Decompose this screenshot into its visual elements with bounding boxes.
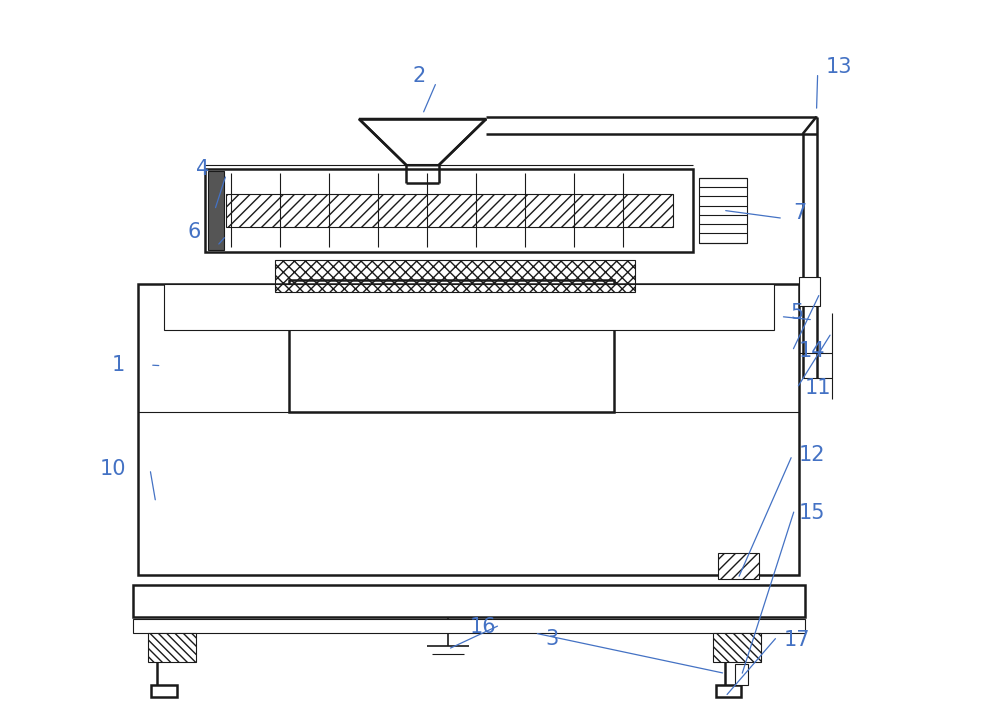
Bar — [275, 260, 635, 292]
Bar — [718, 554, 759, 579]
Bar — [716, 685, 741, 696]
Bar — [289, 280, 614, 412]
Bar — [713, 633, 761, 662]
Text: 7: 7 — [794, 203, 807, 223]
Text: 4: 4 — [196, 158, 210, 179]
Bar — [799, 277, 820, 306]
Bar — [205, 169, 693, 252]
Text: 12: 12 — [799, 445, 825, 465]
Bar — [226, 194, 673, 227]
Bar — [735, 665, 748, 685]
Bar — [151, 685, 177, 696]
Bar — [133, 619, 805, 633]
Text: 3: 3 — [545, 629, 559, 649]
Text: 2: 2 — [413, 66, 426, 86]
Text: 6: 6 — [187, 222, 201, 243]
Bar — [208, 171, 224, 250]
Text: 11: 11 — [804, 378, 831, 398]
Bar — [164, 284, 774, 330]
Text: 5: 5 — [790, 303, 804, 323]
Bar — [699, 178, 747, 243]
Text: 13: 13 — [825, 57, 852, 77]
Text: 16: 16 — [469, 617, 496, 637]
Text: 1: 1 — [112, 355, 125, 375]
Text: 17: 17 — [784, 630, 810, 650]
Text: 15: 15 — [799, 503, 825, 523]
Text: 14: 14 — [799, 341, 825, 361]
Bar — [148, 633, 196, 662]
Bar — [133, 585, 805, 617]
Bar — [138, 284, 799, 575]
Text: 10: 10 — [100, 459, 126, 479]
Polygon shape — [359, 119, 486, 165]
